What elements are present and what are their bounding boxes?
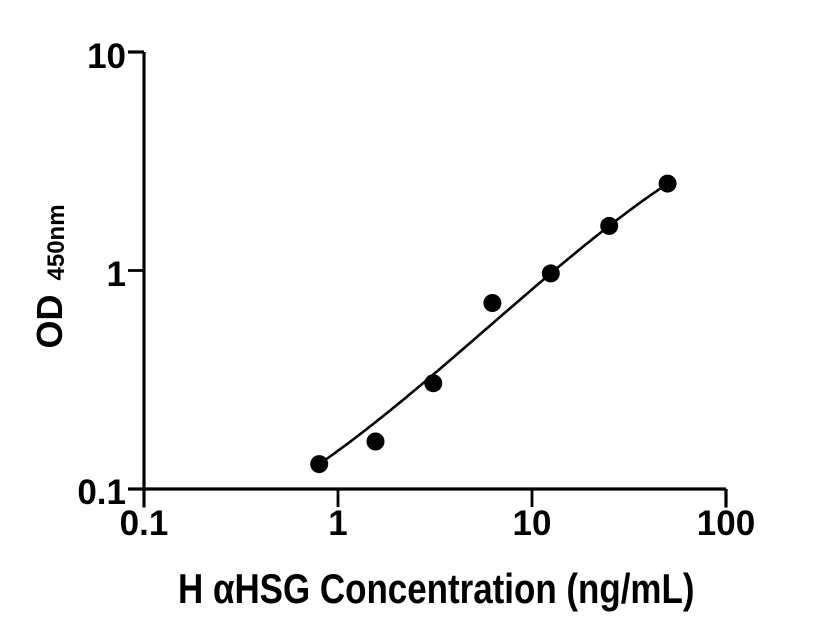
svg-text:10: 10 [87, 37, 126, 76]
svg-text:450nm: 450nm [43, 204, 70, 280]
svg-text:0.1: 0.1 [120, 504, 169, 543]
svg-text:OD: OD [29, 295, 70, 349]
svg-text:1: 1 [107, 255, 126, 294]
svg-text:H αHSG Concentration (ng/mL): H αHSG Concentration (ng/mL) [178, 566, 694, 613]
svg-text:10: 10 [513, 504, 552, 543]
svg-text:1: 1 [328, 504, 347, 543]
svg-text:100: 100 [697, 504, 755, 543]
